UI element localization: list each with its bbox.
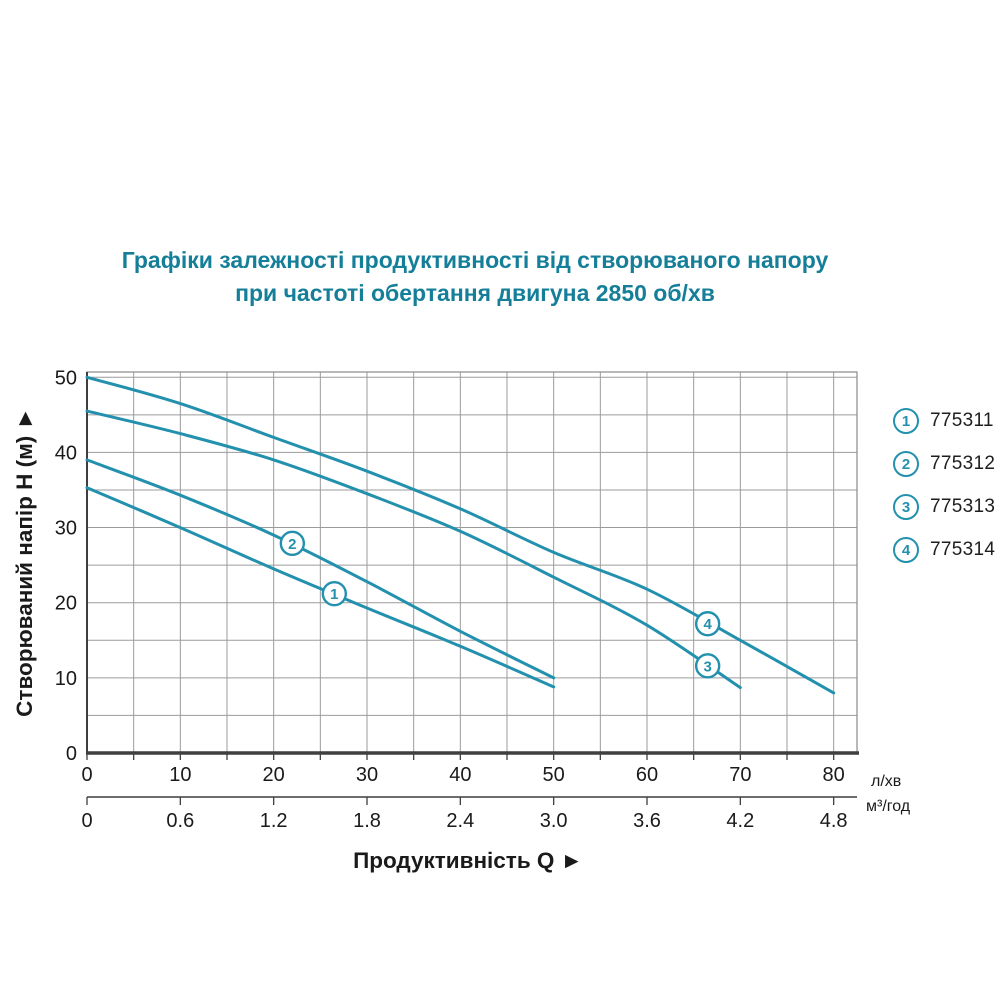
- y-tick-label: 20: [55, 593, 77, 615]
- y-axis-title: Створюваний напір Н (м) ►: [12, 407, 37, 717]
- series-3-code: 775313: [930, 496, 996, 517]
- curve-775313: [85, 409, 742, 690]
- x-tick-label: 0: [81, 764, 92, 786]
- curve-marker-label: 4: [703, 616, 712, 633]
- series-4-code: 775314: [930, 539, 996, 560]
- performance-chart-svg: 0 10 20 30 40 50 60 70 80 л/хв0 0.6 1.2 1.8 2.4 3.0 3.6…: [12, 367, 911, 873]
- curve-marker-label: 2: [288, 536, 296, 553]
- curve-marker-4: [694, 611, 721, 637]
- x-tick-label: 10: [169, 764, 191, 786]
- x-secondary-tick-label: 0.6: [166, 810, 194, 832]
- curve-marker-3: [694, 653, 721, 679]
- x-secondary-tick-label: 0: [81, 810, 92, 832]
- x-secondary-tick-label: 3.0: [540, 810, 568, 832]
- series-3-marker: 3: [893, 494, 919, 520]
- series-1-marker: 1: [893, 408, 919, 434]
- legend: 1 775311 2 775312 3 775313 4 775314: [893, 408, 995, 580]
- x-tick-label: 20: [263, 764, 285, 786]
- x-primary-unit: л/хв: [871, 773, 901, 790]
- x-secondary-tick-label: 1.8: [353, 810, 381, 832]
- legend-item: 3 775313: [893, 494, 995, 520]
- y-tick-label: 0: [66, 743, 77, 765]
- y-tick-label: 10: [55, 668, 77, 690]
- x-tick-label: 30: [356, 764, 378, 786]
- legend-item: 4 775314: [893, 537, 995, 563]
- x-tick-label: 40: [449, 764, 471, 786]
- curve-marker-2: [279, 530, 306, 557]
- x-secondary-unit: м³/год: [866, 798, 911, 815]
- series-4-marker: 4: [893, 537, 919, 563]
- x-tick-label: 50: [543, 764, 565, 786]
- x-secondary-tick-label: 2.4: [446, 810, 474, 832]
- series-2-marker: 2: [893, 451, 919, 477]
- curve-marker-1: [321, 580, 348, 607]
- y-tick-label: 30: [55, 518, 77, 540]
- x-tick-label: 70: [729, 764, 751, 786]
- curve-marker-label: 1: [330, 586, 338, 603]
- curve-775312: [85, 458, 556, 680]
- curve-marker-label: 3: [703, 658, 711, 675]
- chart-title: Графіки залежності продуктивності від ст…: [0, 244, 950, 310]
- series-1-code: 775311: [930, 410, 994, 431]
- series-2-code: 775312: [930, 453, 996, 474]
- curve-775311: [85, 486, 556, 689]
- x-tick-label: 60: [636, 764, 658, 786]
- x-secondary-tick-label: 4.8: [820, 810, 848, 832]
- x-secondary-tick-label: 3.6: [633, 810, 661, 832]
- chart-title-line1: Графіки залежності продуктивності від ст…: [121, 247, 829, 273]
- x-axis-title: Продуктивність Q ►: [353, 848, 583, 873]
- plot-frame: [86, 371, 858, 754]
- legend-item: 2 775312: [893, 451, 995, 477]
- chart-title-line2: при частоті обертання двигуна 2850 об/хв: [235, 280, 715, 306]
- x-tick-label: 80: [823, 764, 845, 786]
- y-tick-label: 50: [55, 367, 77, 389]
- y-tick-label: 40: [55, 442, 77, 464]
- legend-item: 1 775311: [893, 408, 995, 434]
- x-secondary-tick-label: 4.2: [726, 810, 754, 832]
- x-secondary-tick-label: 1.2: [260, 810, 288, 832]
